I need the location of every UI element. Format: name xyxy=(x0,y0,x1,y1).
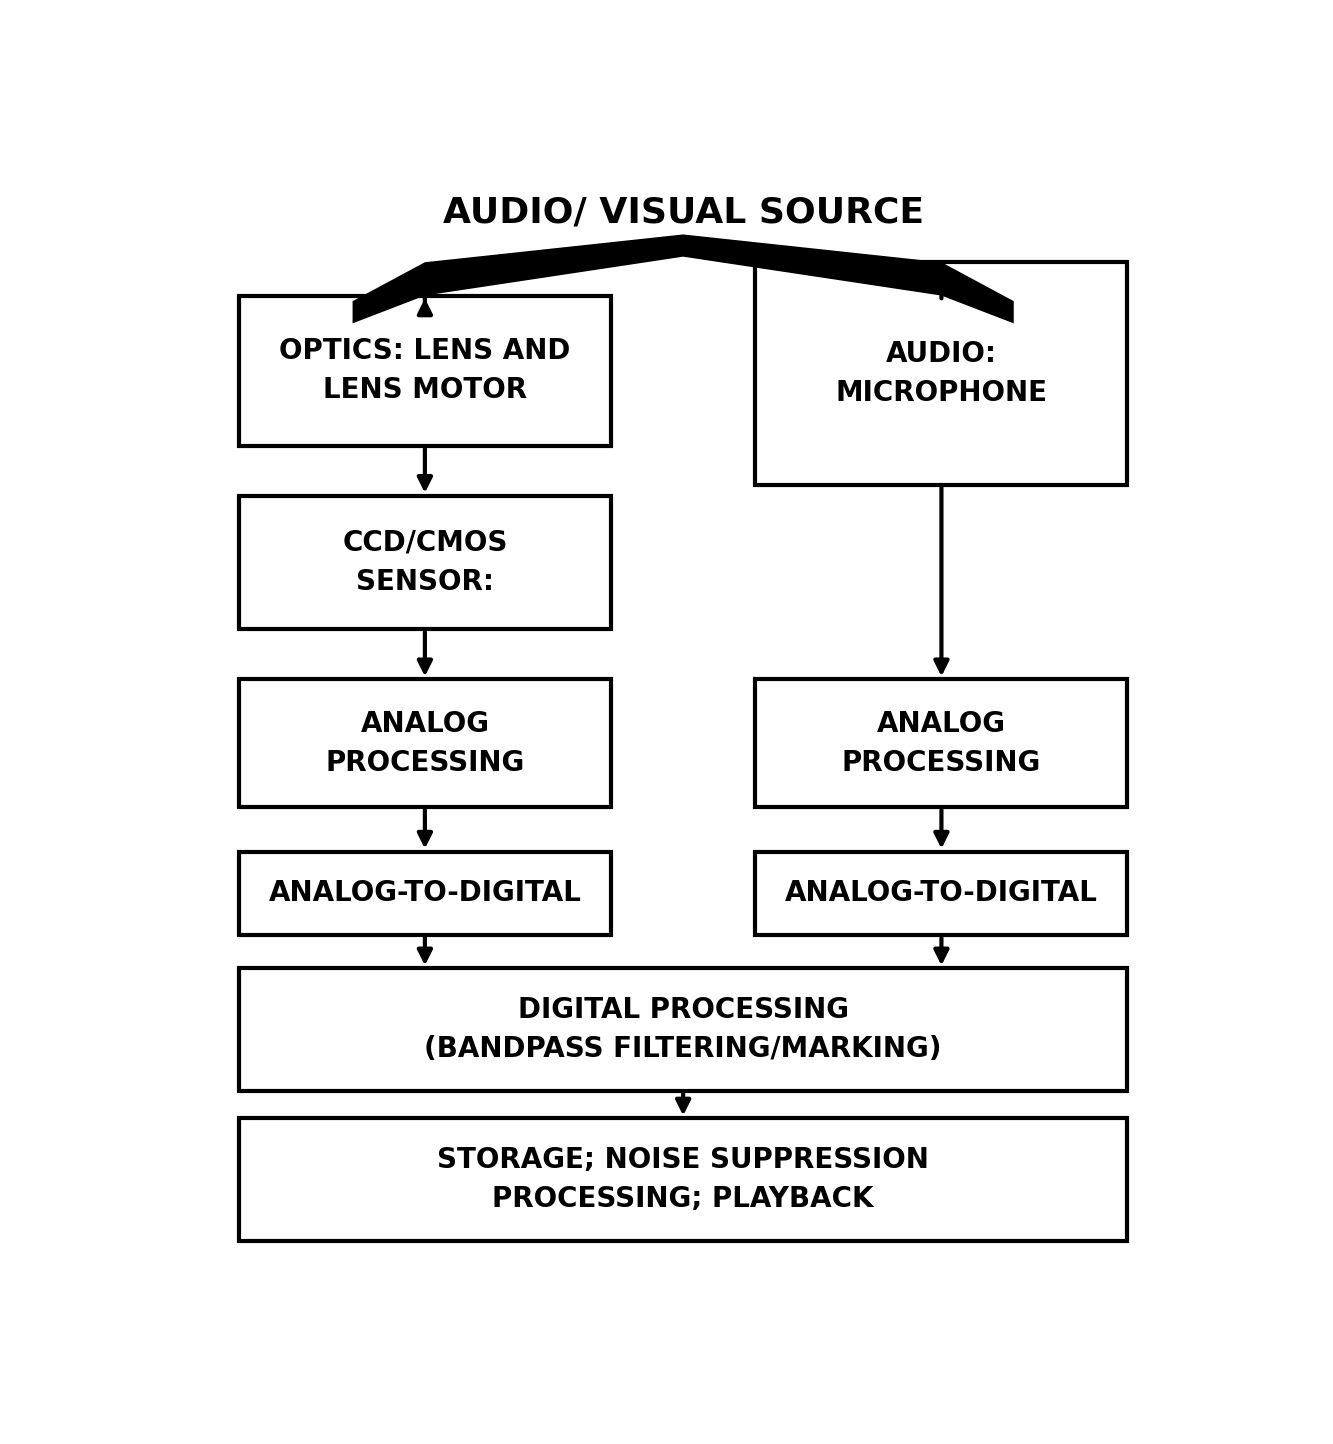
Bar xyxy=(756,852,1128,934)
Text: ANALOG-TO-DIGITAL: ANALOG-TO-DIGITAL xyxy=(785,879,1098,907)
Text: ANALOG
PROCESSING: ANALOG PROCESSING xyxy=(842,709,1041,777)
Bar xyxy=(239,1118,1128,1240)
Bar xyxy=(756,679,1128,807)
Bar xyxy=(239,679,611,807)
Text: OPTICS: LENS AND
LENS MOTOR: OPTICS: LENS AND LENS MOTOR xyxy=(279,336,571,404)
Text: ANALOG-TO-DIGITAL: ANALOG-TO-DIGITAL xyxy=(268,879,581,907)
Polygon shape xyxy=(352,234,1014,323)
Bar xyxy=(239,495,611,630)
Bar xyxy=(756,263,1128,485)
Bar xyxy=(239,969,1128,1090)
Bar xyxy=(239,852,611,934)
Text: AUDIO:
MICROPHONE: AUDIO: MICROPHONE xyxy=(836,339,1048,407)
Text: AUDIO/ VISUAL SOURCE: AUDIO/ VISUAL SOURCE xyxy=(443,195,924,230)
Text: CCD/CMOS
SENSOR:: CCD/CMOS SENSOR: xyxy=(343,529,508,596)
Bar xyxy=(239,296,611,446)
Text: ANALOG
PROCESSING: ANALOG PROCESSING xyxy=(325,709,524,777)
Text: STORAGE; NOISE SUPPRESSION
PROCESSING; PLAYBACK: STORAGE; NOISE SUPPRESSION PROCESSING; P… xyxy=(437,1147,929,1213)
Text: DIGITAL PROCESSING
(BANDPASS FILTERING/MARKING): DIGITAL PROCESSING (BANDPASS FILTERING/M… xyxy=(424,996,942,1063)
